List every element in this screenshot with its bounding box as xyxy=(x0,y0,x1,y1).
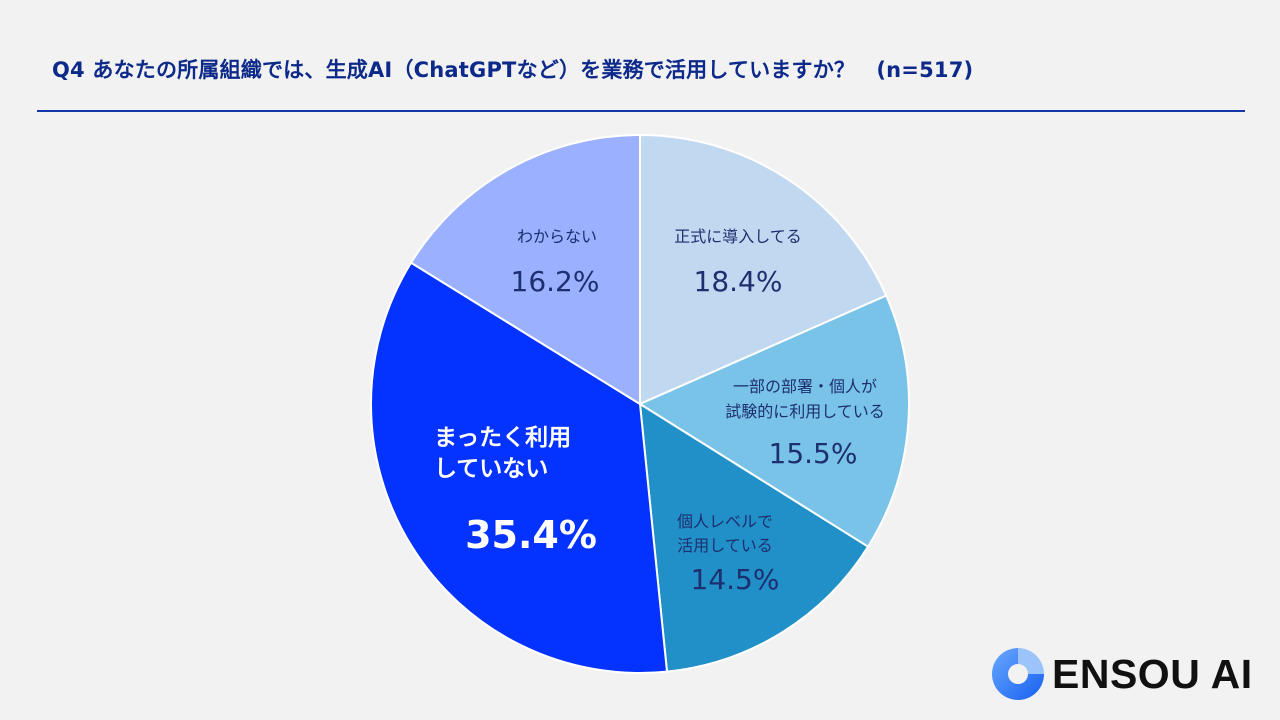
chart-title: Q4 あなたの所属組織では、生成AI（ChatGPTなど）を業務で活用しています… xyxy=(52,58,974,82)
ensou-logo-icon xyxy=(992,648,1044,700)
slice-label-unknown: わからない xyxy=(517,227,597,246)
slice-value-none: 35.4% xyxy=(465,513,597,557)
title-divider xyxy=(37,110,1245,112)
slice-label-individual-line1: 個人レベルで xyxy=(677,512,773,531)
slice-label-official: 正式に導入してる xyxy=(674,227,802,246)
pie-slice-4 xyxy=(409,133,641,406)
slice-label-none-line2: していない xyxy=(434,456,548,482)
slice-label-individual-line2: 活用している xyxy=(677,536,773,555)
slice-value-individual: 14.5% xyxy=(691,563,780,596)
pie-slice-1 xyxy=(637,294,910,549)
slice-value-official: 18.4% xyxy=(694,265,783,298)
slice-value-unknown: 16.2% xyxy=(511,265,600,298)
logo-text: ENSOU AI xyxy=(1052,650,1253,697)
slice-label-none-line1: まったく利用 xyxy=(434,425,571,451)
pie-slice-0 xyxy=(639,133,888,406)
slice-value-trial: 15.5% xyxy=(769,437,858,470)
pie-slice-2 xyxy=(638,402,870,673)
ensou-ai-logo: ENSOU AI xyxy=(992,648,1253,700)
slice-label-trial-line2: 試験的に利用している xyxy=(725,402,885,421)
slice-label-trial-line1: 一部の部署・個人が xyxy=(733,377,877,396)
pie-slice-3 xyxy=(370,261,669,674)
